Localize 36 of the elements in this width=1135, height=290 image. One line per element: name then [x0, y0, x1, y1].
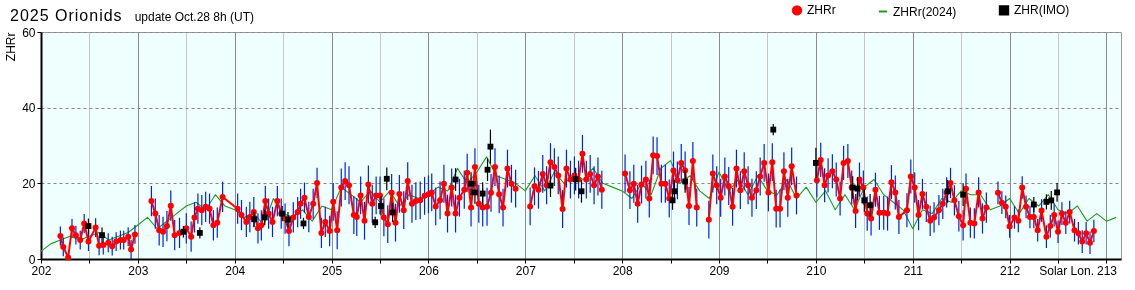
y-tick-label: 20	[22, 176, 36, 191]
x-tick-label: 209	[709, 263, 730, 278]
point	[196, 229, 203, 236]
point	[1054, 189, 1060, 196]
x-tick-label: 210	[806, 263, 827, 278]
y-tick-label: 40	[22, 101, 36, 116]
line-series	[40, 156, 1117, 252]
y-axis-title: ZHRr	[4, 32, 19, 62]
x-tick-label: 207	[515, 263, 537, 278]
point	[812, 159, 819, 166]
point	[251, 216, 258, 223]
legend-label: ZHRr(2024)	[893, 4, 957, 19]
point	[261, 214, 268, 221]
x-tick-label: 213	[1096, 263, 1118, 278]
y-tick-label: 60	[22, 25, 36, 40]
point	[861, 197, 868, 204]
x-tick-label: 204	[225, 263, 246, 278]
legend-label: ZHR(IMO)	[1014, 3, 1070, 18]
point	[468, 180, 474, 187]
x-tick-label: 206	[418, 263, 440, 278]
point	[472, 189, 478, 196]
x-tick-label: 211	[903, 263, 924, 278]
point	[99, 232, 105, 239]
point	[383, 175, 390, 182]
x-tick-label: 208	[612, 263, 633, 278]
chart-title: 2025 Orionids	[10, 7, 123, 24]
point	[960, 191, 967, 198]
point	[1048, 197, 1055, 204]
point	[378, 203, 384, 209]
x-tick-label: 203	[128, 263, 149, 278]
x-tick-label: 212	[1000, 263, 1021, 278]
x-tick-label: 205	[322, 263, 343, 278]
legend-label: ZHRr	[807, 3, 836, 18]
x-axis-title: Solar Lon.	[1039, 263, 1094, 278]
point	[867, 202, 874, 209]
chart-subtitle: update Oct.28 8h (UT)	[134, 10, 255, 24]
